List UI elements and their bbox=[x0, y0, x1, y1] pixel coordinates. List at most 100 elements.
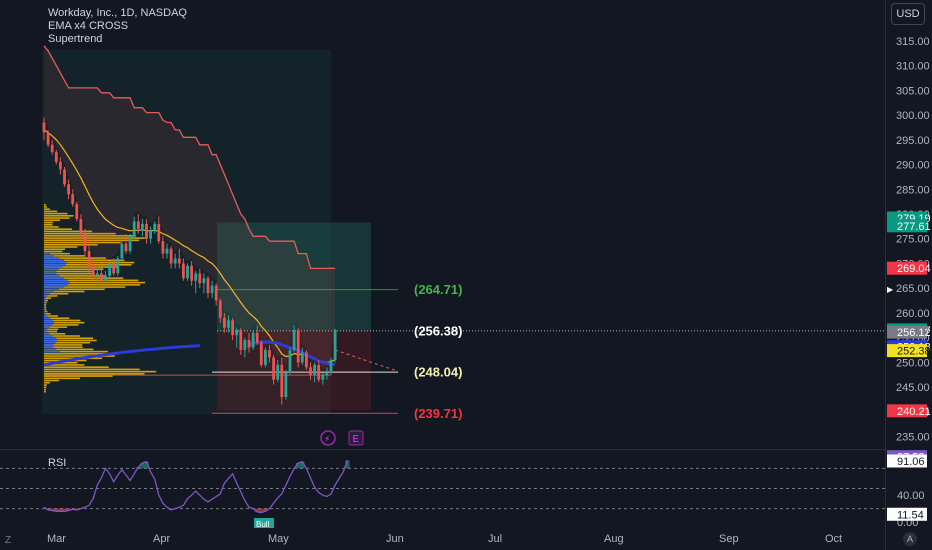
candle-body bbox=[239, 330, 243, 351]
volume-bar bbox=[44, 243, 98, 246]
flash-icon bbox=[320, 430, 336, 446]
candle-body bbox=[276, 364, 280, 380]
candle-body bbox=[186, 265, 189, 279]
candle-body bbox=[251, 332, 255, 348]
rsi-badge bbox=[887, 454, 927, 468]
volume-bar bbox=[44, 366, 109, 368]
volume-bar bbox=[44, 239, 140, 242]
candle-body bbox=[296, 330, 300, 363]
volume-bar-blue bbox=[44, 335, 53, 337]
zoom-icon[interactable]: Z bbox=[5, 535, 12, 546]
price-tick: 305.00 bbox=[896, 85, 930, 97]
candle-body bbox=[165, 248, 169, 254]
time-tick: May bbox=[268, 533, 289, 545]
candle-body bbox=[161, 241, 165, 254]
volume-bar bbox=[44, 301, 47, 304]
candle-body bbox=[83, 233, 87, 252]
volume-bar bbox=[44, 203, 47, 206]
candle-body bbox=[206, 278, 210, 294]
volume-bar bbox=[44, 252, 70, 255]
projection-line bbox=[334, 349, 399, 372]
price-tick: 315.00 bbox=[896, 36, 930, 48]
price-badge bbox=[887, 219, 927, 233]
bull-signal-text: Bull bbox=[256, 520, 270, 529]
volume-bar-blue bbox=[44, 332, 50, 335]
volume-bar-blue bbox=[44, 319, 54, 322]
volume-bar bbox=[44, 219, 60, 222]
candle-body bbox=[227, 320, 230, 328]
volume-bar bbox=[44, 330, 58, 333]
supertrend-fill bbox=[44, 45, 336, 370]
volume-bar bbox=[44, 277, 124, 279]
volume-bar-blue bbox=[44, 346, 54, 348]
flash-glyph: ⚡ bbox=[324, 435, 330, 445]
volume-bar bbox=[44, 304, 47, 306]
volume-bar bbox=[44, 284, 141, 286]
level-label: (256.38) bbox=[414, 323, 462, 338]
volume-bar bbox=[44, 341, 91, 344]
volume-bar-blue bbox=[44, 270, 57, 273]
candle-body bbox=[141, 223, 144, 229]
volume-bar bbox=[44, 384, 47, 386]
rsi-badge bbox=[887, 507, 927, 521]
volume-bar bbox=[44, 223, 53, 226]
volume-bar-blue bbox=[44, 310, 45, 313]
price-badge-text: 256.12 bbox=[897, 327, 931, 339]
target-zone-box bbox=[217, 222, 371, 331]
indicator-supertrend-label[interactable]: Supertrend bbox=[48, 33, 103, 45]
price-tick: 285.00 bbox=[896, 184, 930, 196]
candle-body bbox=[79, 218, 83, 234]
price-tick: 275.00 bbox=[896, 234, 930, 246]
volume-bar bbox=[44, 206, 47, 208]
candle-body bbox=[54, 152, 58, 163]
candle-body bbox=[235, 330, 239, 336]
chart-title[interactable]: Workday, Inc., 1D, NASDAQ bbox=[48, 7, 187, 19]
rsi-pane-title[interactable]: RSI bbox=[48, 457, 67, 469]
time-tick: Oct bbox=[825, 533, 842, 545]
volume-bar-blue bbox=[44, 268, 59, 271]
volume-bar-blue bbox=[44, 321, 55, 324]
volume-bar-blue bbox=[44, 328, 48, 331]
indicator-ema-label[interactable]: EMA x4 CROSS bbox=[48, 20, 129, 32]
candle-body bbox=[108, 263, 111, 276]
volume-bar-blue bbox=[44, 350, 60, 353]
chart-legend: Workday, Inc., 1D, NASDAQ EMA x4 CROSS S… bbox=[48, 7, 187, 46]
candle-body bbox=[313, 364, 316, 375]
earnings-icon bbox=[348, 430, 364, 446]
volume-bar bbox=[44, 212, 68, 215]
volume-bar-blue bbox=[44, 255, 55, 257]
auto-scale-button[interactable]: A bbox=[903, 532, 917, 546]
level-label: (239.71) bbox=[414, 406, 462, 421]
volume-bar bbox=[44, 237, 145, 239]
volume-bar bbox=[44, 388, 47, 391]
volume-bar bbox=[44, 381, 50, 384]
time-tick: Sep bbox=[719, 533, 739, 545]
candle-body bbox=[153, 223, 157, 232]
volume-bar bbox=[44, 288, 105, 291]
volume-bar-blue bbox=[44, 259, 65, 262]
volume-bar bbox=[44, 324, 79, 326]
volume-bar-blue bbox=[44, 263, 66, 266]
rsi-oversold-fill bbox=[46, 508, 268, 513]
volume-bar-blue bbox=[44, 297, 46, 299]
volume-bar bbox=[44, 257, 106, 259]
event-icons: ⚡ E bbox=[320, 430, 364, 446]
candle-body bbox=[288, 350, 292, 373]
volume-bar bbox=[44, 210, 58, 213]
currency-button[interactable]: USD bbox=[891, 3, 925, 25]
candle-body bbox=[120, 243, 124, 259]
volume-bar bbox=[44, 246, 78, 248]
candle-body bbox=[325, 372, 329, 375]
candle-body bbox=[284, 372, 288, 398]
candle-body bbox=[42, 122, 46, 133]
volume-bar-blue bbox=[44, 306, 45, 308]
price-tick: 260.00 bbox=[896, 308, 930, 320]
volume-bar bbox=[44, 268, 104, 271]
candle-body bbox=[243, 340, 247, 351]
candle-body bbox=[145, 223, 148, 239]
candle-body bbox=[136, 221, 140, 229]
price-tick: 245.00 bbox=[896, 382, 930, 394]
candle-body bbox=[112, 263, 116, 274]
